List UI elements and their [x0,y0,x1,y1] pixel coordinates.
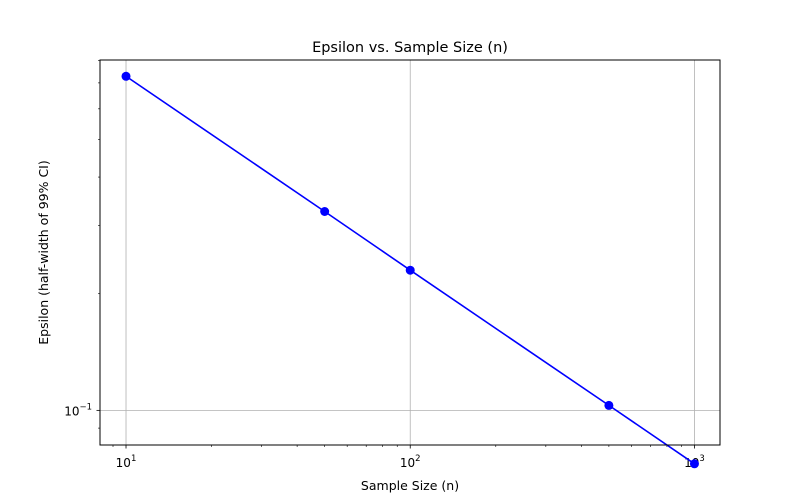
data-point [604,400,614,410]
data-point [689,459,699,469]
data-point [320,206,330,216]
x-tick-label: 101 [116,454,137,470]
plot-area-frame [99,59,721,446]
chart-title: Epsilon vs. Sample Size (n) [312,40,508,56]
series-layer [121,71,699,469]
x-axis-label: Sample Size (n) [361,478,459,493]
data-point [405,265,415,275]
y-axis-ticks: 10−1 [64,402,100,418]
y-tick-label: 10−1 [64,402,92,418]
x-tick-label: 102 [400,454,421,470]
data-point [121,71,131,81]
y-axis-label: Epsilon (half-width of 99% CI) [36,160,51,345]
